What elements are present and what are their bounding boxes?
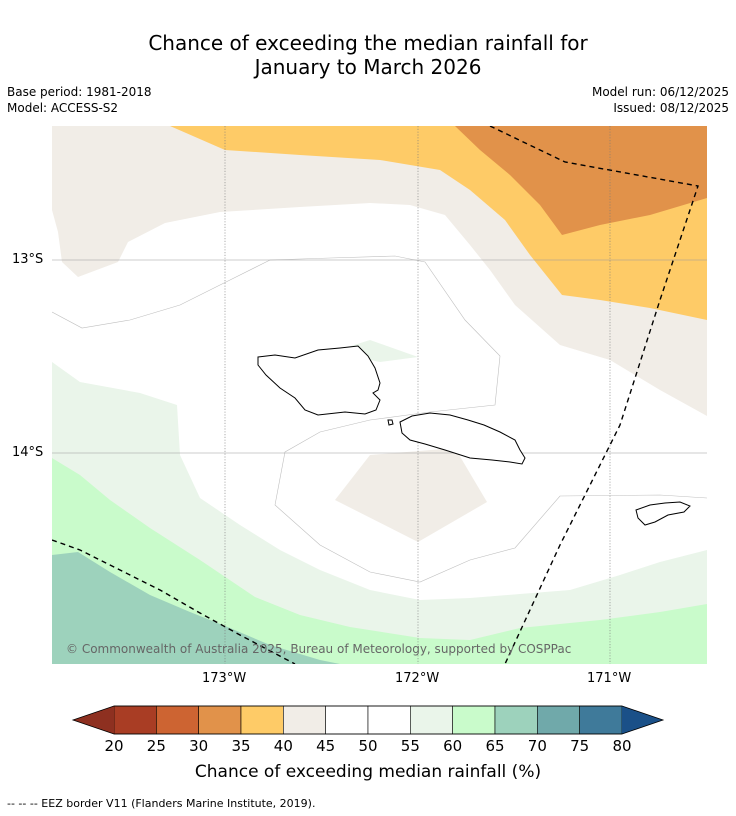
eez-footnote: -- -- -- EEZ border V11 (Flanders Marine… xyxy=(7,797,316,810)
island-savaii xyxy=(257,345,381,416)
colorbar-tick-label: 80 xyxy=(612,737,632,755)
base-period: Base period: 1981-2018 xyxy=(7,85,152,99)
lon-label-172w: 172°W xyxy=(395,671,440,686)
map-title-line1: Chance of exceeding the median rainfall … xyxy=(148,31,588,55)
contour-fill-65-70 xyxy=(52,552,340,664)
islands xyxy=(257,345,691,526)
copyright-notice: © Commonwealth of Australia 2025, Bureau… xyxy=(66,642,572,656)
contour-fill-60-65 xyxy=(52,458,707,664)
colorbar-cell xyxy=(494,705,538,735)
contour-fill-40-45-center xyxy=(335,448,487,542)
lat-label-13s: 13°S xyxy=(12,252,44,267)
lon-label-173w: 173°W xyxy=(202,671,247,686)
contour-fill-30-35 xyxy=(455,126,707,235)
eez-border xyxy=(52,126,699,664)
colorbar-tick-label: 50 xyxy=(358,737,378,755)
colorbar-cell xyxy=(240,705,284,735)
issued-date: Issued: 08/12/2025 xyxy=(613,101,729,115)
contour-fill-55-60-patch xyxy=(332,340,418,362)
colorbar-over-extension xyxy=(622,706,663,734)
colorbar-cell xyxy=(325,705,369,735)
colorbar-cell xyxy=(452,705,496,735)
map-panel xyxy=(52,126,707,664)
colorbar-cell xyxy=(579,705,623,735)
contour-lines xyxy=(52,255,707,583)
colorbar-tick-label: 45 xyxy=(316,737,336,755)
model-name: Model: ACCESS-S2 xyxy=(7,101,119,115)
lon-label-171w: 171°W xyxy=(587,671,632,686)
model-run: Model run: 06/12/2025 xyxy=(591,85,729,99)
graticule xyxy=(52,126,707,664)
island-small xyxy=(387,419,394,426)
colorbar-tick-label: 70 xyxy=(527,737,547,755)
colorbar-tick-label: 75 xyxy=(570,737,590,755)
colorbar-label: Chance of exceeding median rainfall (%) xyxy=(194,762,542,782)
colorbar-tick-label: 65 xyxy=(485,737,505,755)
map-title-line2: January to March 2026 xyxy=(254,55,482,79)
lat-label-14s: 14°S xyxy=(12,445,44,460)
island-tutuila xyxy=(635,501,691,526)
colorbar-cell xyxy=(156,705,199,735)
colorbar-cell xyxy=(198,705,242,735)
colorbar-cell xyxy=(113,705,157,735)
colorbar-cell xyxy=(410,705,453,735)
colorbar-tick-label: 20 xyxy=(104,737,124,755)
colorbar-tick-label: 60 xyxy=(443,737,463,755)
colorbar xyxy=(71,705,665,735)
colorbar-under-extension xyxy=(73,706,114,734)
colorbar-tick-label: 30 xyxy=(189,737,209,755)
colorbar-cells xyxy=(113,705,623,735)
colorbar-cell xyxy=(537,705,580,735)
colorbar-outline xyxy=(71,705,665,735)
colorbar-tick-label: 40 xyxy=(273,737,293,755)
colorbar-cell xyxy=(367,705,411,735)
colorbar-tick-label: 55 xyxy=(400,737,420,755)
colorbar-tick-label: 25 xyxy=(146,737,166,755)
colorbar-tick-label: 35 xyxy=(231,737,251,755)
colorbar-cell xyxy=(283,705,326,735)
island-upolu xyxy=(399,412,526,465)
